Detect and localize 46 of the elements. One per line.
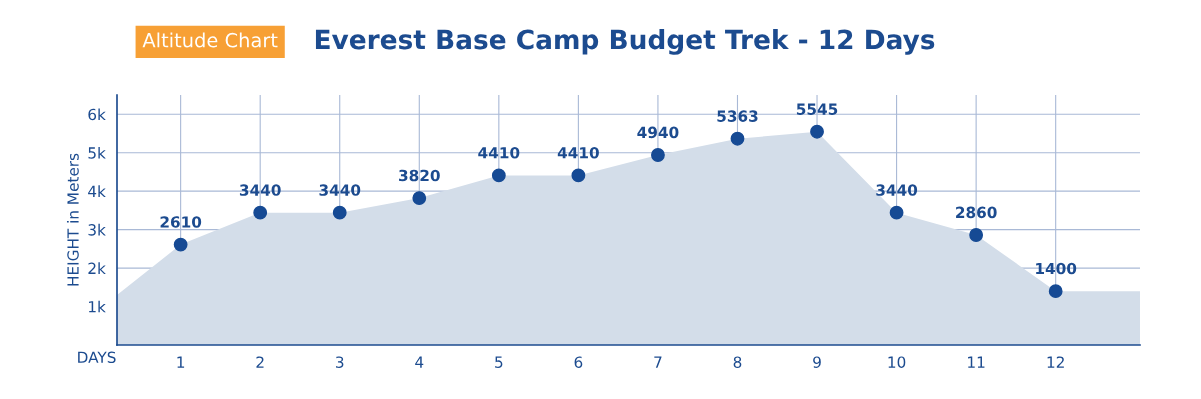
y-axis-title: HEIGHT in Meters	[66, 153, 79, 286]
y-tick-label: 6k	[88, 108, 106, 121]
x-tick-label: 1	[177, 356, 185, 368]
data-label: 1400	[1036, 262, 1077, 275]
text: Altitude Chart	[142, 32, 278, 48]
data-label: 3440	[239, 184, 281, 196]
x-axis-title: DAYS	[78, 351, 116, 364]
x-tick-label: 4	[415, 356, 424, 368]
x-tick-label: 6	[574, 356, 583, 368]
data-label: 4410	[478, 146, 520, 159]
x-tick-label: 9	[813, 356, 821, 368]
data-label: 5545	[796, 103, 838, 115]
point	[810, 124, 824, 139]
point	[491, 168, 506, 183]
data-label: 4410	[557, 146, 599, 159]
data-label: 4940	[637, 126, 679, 139]
point	[173, 237, 188, 252]
point	[412, 191, 427, 205]
y-tick-label: 2k	[88, 262, 106, 274]
point	[1048, 284, 1063, 299]
y-tick-label: 5k	[88, 146, 106, 159]
y-tick-label: 3k	[88, 223, 106, 236]
x-tick-label: 12	[1047, 356, 1064, 368]
data-label: 3440	[319, 184, 361, 196]
x-tick-label: 8	[733, 356, 742, 368]
point	[253, 205, 268, 220]
x-tick-label: 2	[256, 356, 264, 368]
data-label: 2860	[956, 206, 997, 219]
y-tick-label: 1k	[89, 300, 106, 313]
data-label: 2610	[160, 216, 202, 228]
x-tick-label: 7	[654, 356, 662, 368]
point	[651, 148, 665, 162]
data-label: 5363	[717, 110, 758, 122]
x-tick-label: 10	[888, 356, 906, 368]
point	[969, 228, 984, 242]
x-tick-label: 11	[968, 356, 985, 368]
x-tick-label: 3	[336, 356, 344, 368]
y-tick-label: 4k	[88, 185, 106, 197]
data-label: 3820	[399, 169, 440, 182]
point	[332, 205, 347, 220]
point	[889, 205, 904, 220]
point	[730, 131, 745, 146]
point	[571, 168, 586, 183]
chart-title: Everest Base Camp Budget Trek - 12 Days	[315, 29, 935, 55]
data-label: 3440	[876, 184, 918, 196]
x-tick-label: 5	[495, 356, 503, 368]
